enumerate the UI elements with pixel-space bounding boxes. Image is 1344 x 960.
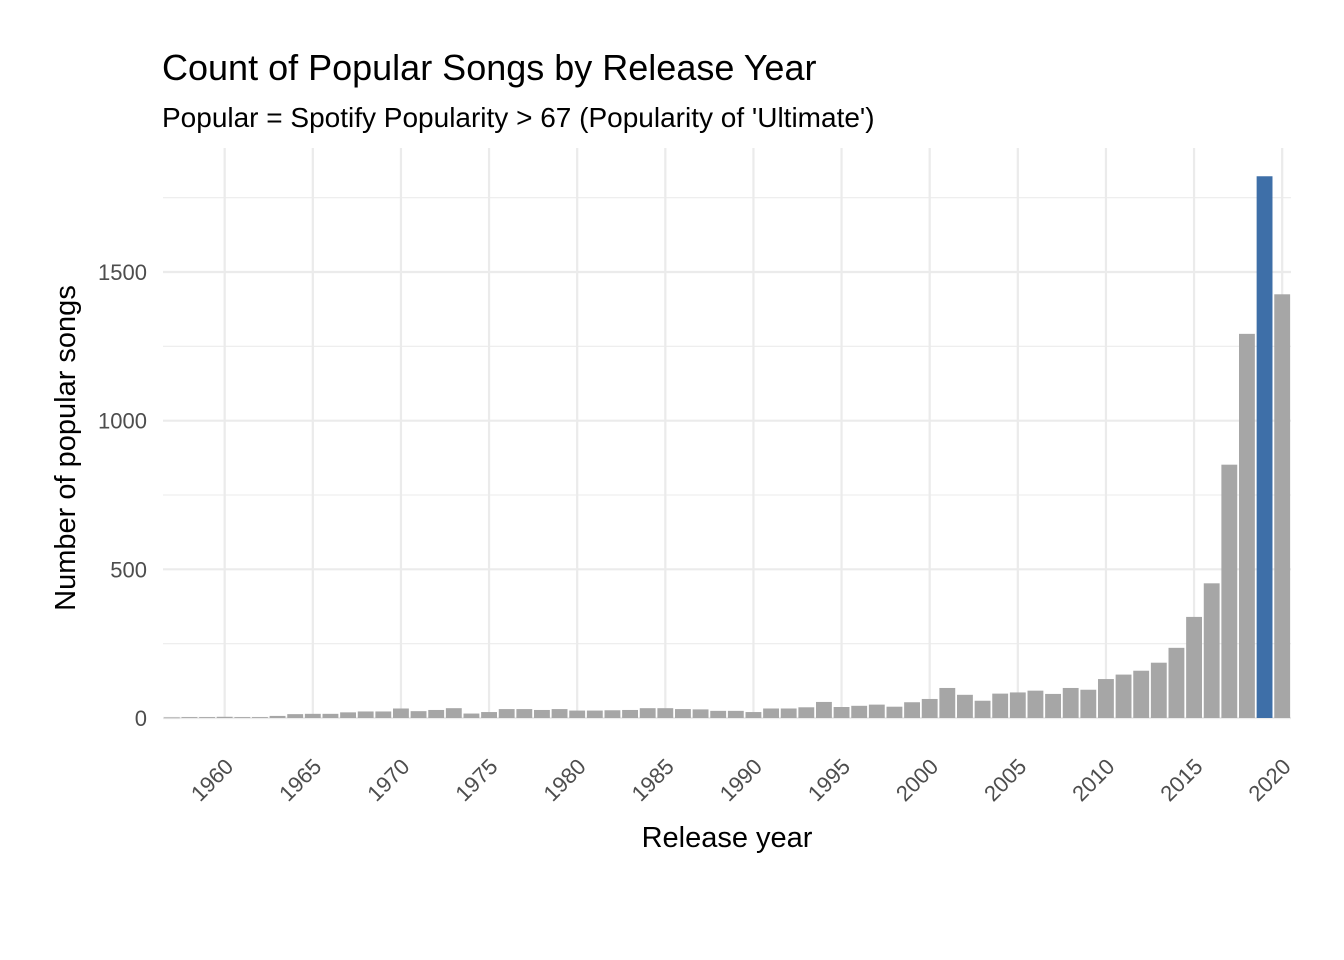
bar-2001: [939, 687, 956, 718]
bar-1997: [868, 704, 885, 718]
x-tick-label: 2020: [1243, 754, 1295, 806]
y-tick-label: 500: [110, 557, 147, 582]
bar-1965: [304, 713, 321, 718]
bar-1974: [463, 713, 480, 718]
y-axis-title: Number of popular songs: [50, 285, 82, 611]
bar-2004: [992, 693, 1009, 718]
bar-1983: [622, 709, 638, 718]
bar-2020: [1274, 294, 1291, 718]
x-tick-label: 1965: [274, 754, 326, 806]
bar-1969: [375, 711, 392, 718]
x-axis-ticks: 1960 1965 1970 1975 1980 1985 1990 1995 2000 2005…: [186, 754, 1296, 806]
bar-1982: [604, 710, 621, 718]
y-tick-label: 1000: [98, 409, 147, 434]
bar-1967: [340, 712, 356, 718]
x-tick-label: 1975: [450, 754, 502, 806]
bar-1991: [763, 708, 779, 718]
bar-2012: [1133, 670, 1150, 718]
bar-1964: [287, 714, 304, 718]
bar-1992: [780, 708, 797, 718]
bar-2017: [1221, 464, 1238, 718]
bar-1998: [886, 706, 903, 718]
bar-2005: [1009, 692, 1026, 718]
bar-2003: [974, 700, 991, 718]
bar-1966: [322, 713, 339, 718]
bar-1996: [851, 705, 868, 718]
x-tick-label: 2000: [891, 754, 943, 806]
y-tick-label: 0: [135, 706, 147, 731]
bar-2006: [1027, 690, 1044, 718]
bar-1993: [798, 707, 815, 718]
bar-2010: [1098, 679, 1114, 718]
bar-2013: [1150, 662, 1167, 718]
x-tick-label: 1985: [627, 754, 679, 806]
x-tick-label: 2010: [1067, 754, 1119, 806]
bar-1988: [710, 710, 727, 718]
x-tick-label: 2005: [979, 754, 1031, 806]
x-axis-title: Release year: [642, 822, 813, 854]
bar-1984: [639, 708, 656, 718]
bar-1972: [428, 709, 445, 718]
bar-2008: [1062, 687, 1079, 718]
bar-1978: [534, 709, 550, 718]
bar-2019: [1256, 176, 1273, 718]
x-tick-label: 2015: [1155, 754, 1207, 806]
x-tick-label: 1970: [362, 754, 414, 806]
bar-1985: [657, 708, 674, 718]
bar-1957: [163, 717, 180, 719]
x-tick-label: 1960: [186, 754, 238, 806]
chart-subtitle: Popular = Spotify Popularity > 67 (Popul…: [162, 102, 875, 133]
bar-2000: [921, 698, 938, 718]
bar-1994: [816, 701, 832, 718]
bar-1981: [586, 710, 603, 718]
bar-2009: [1080, 689, 1097, 718]
bar-2018: [1239, 333, 1255, 718]
bar-1989: [727, 710, 744, 718]
bar-1977: [516, 709, 533, 718]
bar-1986: [675, 709, 691, 718]
bar-1990: [745, 712, 762, 718]
bar-2007: [1045, 693, 1061, 718]
bar-1971: [410, 711, 427, 718]
bar-1987: [692, 709, 709, 718]
bar-2016: [1203, 583, 1220, 718]
bar-1968: [357, 711, 374, 718]
bar-1970: [393, 708, 409, 718]
bar-1999: [904, 702, 920, 718]
bar-1980: [569, 710, 586, 718]
bar-1979: [551, 709, 568, 718]
bar-1960: [216, 716, 233, 718]
x-tick-label: 1995: [803, 754, 855, 806]
bar-1976: [498, 709, 515, 718]
bar-2011: [1115, 674, 1132, 718]
bar-2014: [1168, 647, 1185, 718]
y-axis-ticks: 0 500 1000 1500: [98, 260, 147, 731]
bar-2002: [957, 694, 973, 718]
bar-1961: [234, 717, 251, 718]
x-tick-label: 1980: [538, 754, 590, 806]
bar-1995: [833, 707, 850, 718]
bar-1959: [199, 717, 215, 718]
bars: [163, 176, 1291, 719]
bar-1973: [445, 708, 462, 718]
grid: [163, 148, 1291, 720]
chart-title: Count of Popular Songs by Release Year: [162, 47, 816, 88]
bar-1958: [181, 717, 198, 718]
bar-1962: [252, 717, 268, 718]
x-tick-label: 1990: [715, 754, 767, 806]
bar-2015: [1186, 616, 1202, 718]
y-tick-label: 1500: [98, 260, 147, 285]
bar-1975: [481, 712, 497, 718]
bar-1963: [269, 715, 286, 718]
